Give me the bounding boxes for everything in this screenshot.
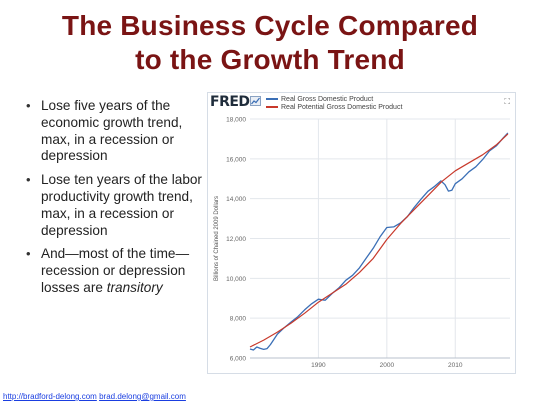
y-tick-label: 14,000 [226, 196, 246, 203]
bullet-text: Lose five years of the economic growth t… [41, 98, 183, 164]
bullet-italic-text: transitory [106, 279, 163, 295]
bullet-dot-icon: • [26, 172, 31, 188]
slide-title-line-2: to the Growth Trend [135, 44, 405, 75]
y-tick-label: 10,000 [226, 276, 246, 283]
series-line-potential-gdp [249, 133, 509, 348]
bullet-item: • Lose five years of the economic growth… [24, 98, 206, 165]
y-axis-label: Billions of Chained 2009 Dollars [214, 196, 220, 281]
fred-logo[interactable]: FRED [210, 94, 250, 110]
legend-label: Real Gross Domestic Product [281, 96, 374, 103]
bullet-text: Lose ten years of the labor productivity… [41, 172, 202, 238]
legend-label: Real Potential Gross Domestic Product [281, 104, 403, 111]
gdp-line-chart: 6,000 8,000 10,000 12,000 14,000 16,000 18,000… [214, 117, 510, 369]
footer: http://bradford-delong.com brad.delong@g… [3, 392, 186, 402]
bullet-item: • And—most of the time—recession or depr… [24, 246, 206, 296]
y-tick-label: 8,000 [230, 316, 247, 323]
chart-legend: Real Gross Domestic Product Real Potenti… [266, 96, 402, 112]
series-line-real-gdp [249, 132, 509, 351]
x-tick-label: 2010 [448, 362, 463, 369]
bullet-item: • Lose ten years of the labor productivi… [24, 172, 206, 239]
fred-header: FRED Real Gross Domestic Product Real Po… [208, 93, 515, 113]
bullet-list: • Lose five years of the economic growth… [24, 98, 206, 304]
y-tick-label: 18,000 [226, 117, 246, 124]
bullet-text: And—most of the time—recession or depres… [41, 246, 190, 295]
email-link[interactable]: brad.delong@gmail.com [99, 392, 186, 401]
y-tick-label: 12,000 [226, 236, 246, 243]
y-tick-label: 6,000 [230, 356, 247, 363]
bullet-dot-icon: • [26, 98, 31, 113]
fred-chart-panel: FRED Real Gross Domestic Product Real Po… [207, 92, 516, 374]
fred-chart-logo-icon [250, 96, 261, 106]
expand-icon[interactable]: ⛶ [504, 97, 510, 106]
bullet-dot-icon: • [26, 246, 31, 262]
legend-entry: Real Potential Gross Domestic Product [266, 104, 402, 112]
slide-title-line-1: The Business Cycle Compared [61, 10, 479, 41]
slide-title: The Business Cycle Compared to the Growt… [0, 9, 540, 77]
y-tick-label: 16,000 [226, 156, 246, 163]
x-tick-label: 2000 [380, 362, 395, 369]
legend-swatch-potential-gdp [266, 106, 278, 109]
legend-entry: Real Gross Domestic Product [266, 96, 402, 104]
website-link[interactable]: http://bradford-delong.com [3, 392, 97, 401]
x-tick-label: 1990 [311, 362, 326, 369]
legend-swatch-gdp [266, 98, 278, 101]
